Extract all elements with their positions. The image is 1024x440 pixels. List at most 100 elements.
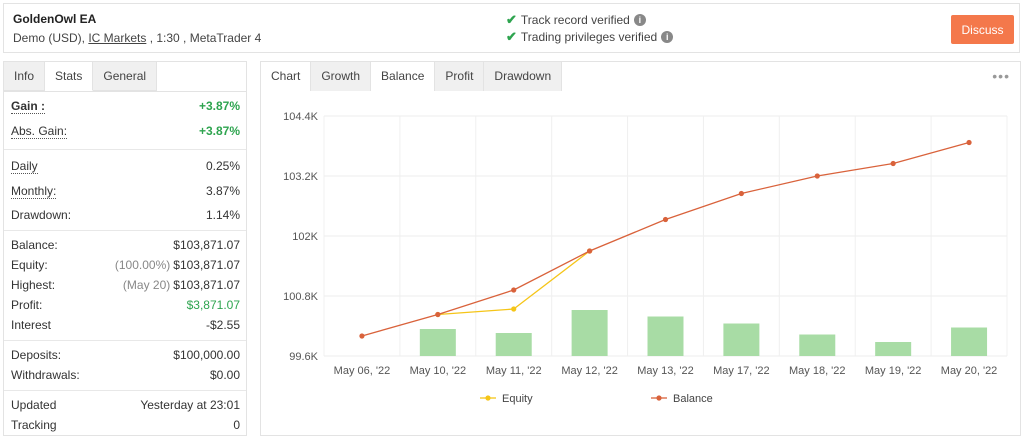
account-name: GoldenOwl EA [13, 12, 97, 26]
info-icon[interactable]: i [633, 14, 646, 26]
account-header: GoldenOwl EA Demo (USD), IC Markets , 1:… [3, 3, 1020, 53]
bar [723, 323, 760, 356]
balance-chart: 104.4K 103.2K 102K 100.8K 99.6K May 06, '22 Ma… [283, 111, 1008, 405]
stat-value: $0.00 [209, 368, 240, 382]
trading-privileges-verified: ✔ Trading privileges verified i [506, 29, 674, 45]
check-icon: ✔ [506, 12, 517, 27]
divider [4, 230, 246, 231]
stats-tabs: Info Stats General [4, 62, 158, 91]
stat-value: $103,871.07 [173, 238, 240, 252]
x-tick-label: May 12, '22 [561, 365, 618, 377]
stat-gain: Gain : +3.87% [11, 97, 240, 115]
tab-chart[interactable]: Chart [261, 62, 312, 91]
tab-drawdown[interactable]: Drawdown [484, 62, 563, 91]
tab-info[interactable]: Info [4, 62, 46, 91]
stat-prefix: (May 20) [122, 278, 171, 292]
check-icon: ✔ [506, 29, 517, 44]
y-tick-label: 100.8K [283, 291, 319, 303]
tab-balance[interactable]: Balance [371, 62, 436, 91]
bar [419, 329, 456, 356]
chart-tabs: Chart Growth Balance Profit Drawdown [261, 62, 563, 91]
tabs-divider [4, 91, 246, 92]
balance-point [511, 287, 517, 293]
stat-highest: Highest: (May 20) $103,871.07 [11, 276, 240, 294]
info-icon[interactable]: i [661, 31, 674, 43]
stat-value: $103,871.07 [173, 278, 240, 292]
x-tick-label: May 20, '22 [941, 365, 998, 377]
stat-value: +3.87% [198, 124, 240, 138]
equity-legend-label: Equity [502, 393, 533, 405]
stat-label: Withdrawals: [11, 368, 80, 382]
balance-point [359, 333, 365, 339]
stat-daily: Daily 0.25% [11, 157, 240, 175]
bar [647, 316, 684, 356]
bar [951, 327, 988, 356]
y-tick-label: 104.4K [283, 111, 319, 123]
stat-label[interactable]: Daily [11, 158, 38, 174]
stat-value: 0.25% [205, 159, 240, 173]
stat-value: 3.87% [205, 184, 240, 198]
track-record-verified: ✔ Track record verified i [506, 12, 646, 28]
equity-point [511, 306, 517, 312]
divider [4, 149, 246, 150]
account-leverage-platform: , 1:30 , MetaTrader 4 [146, 31, 262, 45]
stat-balance: Balance: $103,871.07 [11, 236, 240, 254]
balance-point [814, 173, 820, 179]
stat-value: $3,871.07 [186, 298, 240, 312]
stat-deposits: Deposits: $100,000.00 [11, 346, 240, 364]
chart-panel: Chart Growth Balance Profit Drawdown •••… [260, 61, 1021, 436]
balance-line [361, 141, 970, 337]
x-tick-label: May 19, '22 [865, 365, 922, 377]
balance-point [662, 216, 669, 223]
stat-equity: Equity: (100.00%) $103,871.07 [11, 256, 240, 274]
divider [4, 340, 246, 341]
stat-label: Drawdown: [11, 208, 72, 222]
stat-label: Profit: [11, 298, 43, 312]
stat-drawdown: Drawdown: 1.14% [11, 206, 240, 224]
y-tick-label: 103.2K [283, 171, 319, 183]
stat-label[interactable]: Gain : [11, 98, 46, 114]
balance-legend-marker [656, 395, 662, 401]
verification-label: Track record verified [520, 13, 630, 27]
stat-interest: Interest -$2.55 [11, 316, 240, 334]
broker-link[interactable]: IC Markets [88, 31, 147, 45]
stat-profit: Profit: $3,871.07 [11, 296, 240, 314]
stat-value: $100,000.00 [173, 348, 240, 362]
stat-prefix: (100.00%) [114, 258, 171, 272]
stat-label[interactable]: Abs. Gain: [11, 123, 68, 139]
stat-value: $103,871.07 [173, 258, 240, 272]
bar [875, 342, 912, 356]
equity-line [437, 250, 591, 316]
tab-growth[interactable]: Growth [311, 62, 372, 91]
more-dots-icon[interactable]: ••• [992, 68, 1010, 84]
stat-label: Equity: [11, 258, 48, 272]
balance-point [587, 248, 593, 254]
stat-tracking: Tracking 0 [11, 416, 240, 434]
verification-label: Trading privileges verified [520, 30, 658, 44]
tab-stats[interactable]: Stats [45, 62, 94, 91]
stat-label: Updated [11, 398, 57, 412]
stat-value: 0 [233, 418, 240, 432]
tab-profit[interactable]: Profit [435, 62, 485, 91]
x-tick-label: May 06, '22 [334, 365, 391, 377]
stat-label: Highest: [11, 278, 56, 292]
balance-point [890, 160, 896, 167]
bar [571, 310, 608, 356]
balance-point [435, 311, 441, 318]
discuss-button[interactable]: Discuss [951, 15, 1014, 44]
stat-value: Yesterday at 23:01 [140, 398, 240, 412]
balance-legend-label: Balance [673, 393, 713, 405]
stat-label: Balance: [11, 238, 58, 252]
stats-panel: Info Stats General Gain : +3.87% Abs. Gai… [3, 61, 247, 436]
stat-value: +3.87% [198, 99, 240, 113]
stat-value: -$2.55 [205, 318, 240, 332]
tab-general[interactable]: General [93, 62, 158, 91]
stat-label: Interest [11, 318, 52, 332]
bar [799, 334, 836, 356]
stat-label: Tracking [11, 418, 57, 432]
stat-abs-gain: Abs. Gain: +3.87% [11, 122, 240, 140]
balance-point [966, 139, 972, 146]
divider [4, 390, 246, 391]
stat-label[interactable]: Monthly: [11, 183, 57, 199]
bar [495, 333, 532, 356]
